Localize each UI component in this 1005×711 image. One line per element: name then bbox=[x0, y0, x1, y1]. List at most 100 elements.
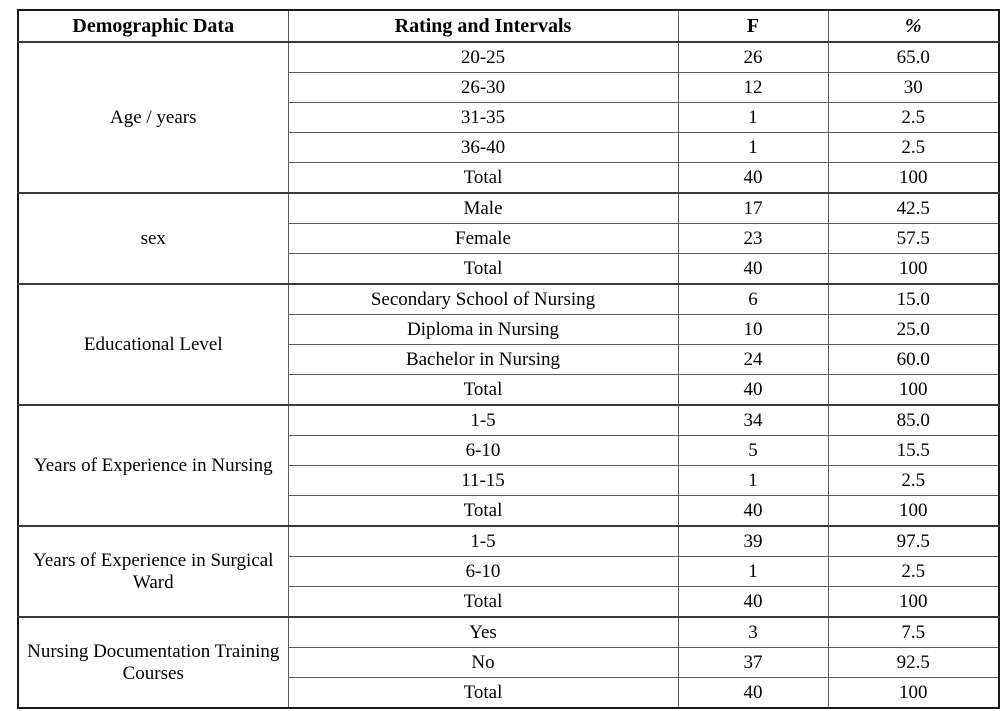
pct-cell: 60.0 bbox=[827, 344, 1000, 375]
interval-cell: Total bbox=[287, 586, 679, 618]
category-cell: Years of Experience in Nursing bbox=[17, 404, 289, 527]
pct-cell: 2.5 bbox=[827, 132, 1000, 163]
pct-cell: 7.5 bbox=[827, 616, 1000, 648]
f-cell: 12 bbox=[677, 72, 829, 103]
pct-cell: 100 bbox=[827, 495, 1000, 527]
f-cell: 40 bbox=[677, 677, 829, 709]
pct-cell: 100 bbox=[827, 162, 1000, 194]
table-row: Years of Experience in Nursing 1-5 34 85… bbox=[17, 404, 1000, 527]
f-cell: 39 bbox=[677, 525, 829, 557]
table-row: Total 40 100 bbox=[18, 253, 1000, 285]
header-demographic-data: Demographic Data bbox=[17, 9, 289, 43]
f-cell: 3 bbox=[677, 616, 829, 648]
header-rating-and-intervals: Rating and Intervals bbox=[287, 9, 679, 43]
table-header-row: Demographic Data Rating and Intervals F … bbox=[17, 9, 1000, 43]
table-row: 11-15 1 2.5 bbox=[18, 465, 1000, 496]
f-cell: 10 bbox=[677, 314, 829, 345]
pct-cell: 97.5 bbox=[827, 525, 1000, 557]
interval-cell: 1-5 bbox=[287, 404, 679, 436]
f-cell: 1 bbox=[677, 465, 829, 496]
table-row: 6-10 1 2.5 bbox=[18, 556, 1000, 587]
group-sex: sex Male 17 42.5 Female 23 57.5 Total 40… bbox=[17, 192, 1000, 285]
f-cell: 23 bbox=[677, 223, 829, 254]
f-cell: 1 bbox=[677, 132, 829, 163]
pct-cell: 15.0 bbox=[827, 283, 1000, 315]
table-row: Total 40 100 bbox=[18, 162, 1000, 194]
interval-cell: 6-10 bbox=[287, 435, 679, 466]
interval-cell: 36-40 bbox=[287, 132, 679, 163]
header-percent: % bbox=[827, 9, 1000, 43]
header-frequency: F bbox=[677, 9, 829, 43]
interval-cell: Total bbox=[287, 253, 679, 285]
table-row: Diploma in Nursing 10 25.0 bbox=[18, 314, 1000, 345]
pct-cell: 42.5 bbox=[827, 192, 1000, 224]
table-row: 31-35 1 2.5 bbox=[18, 102, 1000, 133]
f-cell: 40 bbox=[677, 374, 829, 406]
f-cell: 1 bbox=[677, 102, 829, 133]
interval-cell: 11-15 bbox=[287, 465, 679, 496]
f-cell: 5 bbox=[677, 435, 829, 466]
interval-cell: 6-10 bbox=[287, 556, 679, 587]
interval-cell: Total bbox=[287, 495, 679, 527]
f-cell: 24 bbox=[677, 344, 829, 375]
table-row: 36-40 1 2.5 bbox=[18, 132, 1000, 163]
pct-cell: 57.5 bbox=[827, 223, 1000, 254]
table-row: No 37 92.5 bbox=[18, 647, 1000, 678]
table-row: Age / years 20-25 26 65.0 bbox=[17, 41, 1000, 194]
f-cell: 1 bbox=[677, 556, 829, 587]
f-cell: 40 bbox=[677, 586, 829, 618]
interval-cell: Total bbox=[287, 677, 679, 709]
pct-cell: 2.5 bbox=[827, 556, 1000, 587]
table-row: Years of Experience in Surgical Ward 1-5… bbox=[17, 525, 1000, 618]
group-experience-surgical-ward: Years of Experience in Surgical Ward 1-5… bbox=[17, 525, 1000, 618]
f-cell: 40 bbox=[677, 162, 829, 194]
interval-cell: Secondary School of Nursing bbox=[287, 283, 679, 315]
category-cell: Nursing Documentation Training Courses bbox=[17, 616, 289, 709]
category-cell: sex bbox=[17, 192, 289, 285]
interval-cell: Female bbox=[287, 223, 679, 254]
table-row: 26-30 12 30 bbox=[18, 72, 1000, 103]
pct-cell: 25.0 bbox=[827, 314, 1000, 345]
f-cell: 34 bbox=[677, 404, 829, 436]
table-row: Educational Level Secondary School of Nu… bbox=[17, 283, 1000, 406]
table-row: Nursing Documentation Training Courses Y… bbox=[17, 616, 1000, 709]
group-age: Age / years 20-25 26 65.0 26-30 12 30 31… bbox=[17, 41, 1000, 194]
demographics-table: Demographic Data Rating and Intervals F … bbox=[17, 9, 1000, 709]
f-cell: 40 bbox=[677, 253, 829, 285]
table-row: Total 40 100 bbox=[18, 677, 1000, 709]
f-cell: 40 bbox=[677, 495, 829, 527]
pct-cell: 85.0 bbox=[827, 404, 1000, 436]
interval-cell: 20-25 bbox=[287, 41, 679, 73]
table-row: Female 23 57.5 bbox=[18, 223, 1000, 254]
pct-cell: 15.5 bbox=[827, 435, 1000, 466]
f-cell: 26 bbox=[677, 41, 829, 73]
interval-cell: Total bbox=[287, 162, 679, 194]
pct-cell: 100 bbox=[827, 586, 1000, 618]
table-row: Bachelor in Nursing 24 60.0 bbox=[18, 344, 1000, 375]
f-cell: 6 bbox=[677, 283, 829, 315]
category-cell: Age / years bbox=[17, 41, 289, 194]
interval-cell: No bbox=[287, 647, 679, 678]
category-cell: Years of Experience in Surgical Ward bbox=[17, 525, 289, 618]
interval-cell: Total bbox=[287, 374, 679, 406]
pct-cell: 100 bbox=[827, 677, 1000, 709]
table-row: Total 40 100 bbox=[18, 495, 1000, 527]
interval-cell: 1-5 bbox=[287, 525, 679, 557]
pct-cell: 92.5 bbox=[827, 647, 1000, 678]
group-experience-nursing: Years of Experience in Nursing 1-5 34 85… bbox=[17, 404, 1000, 527]
pct-cell: 100 bbox=[827, 374, 1000, 406]
f-cell: 17 bbox=[677, 192, 829, 224]
pct-cell: 100 bbox=[827, 253, 1000, 285]
interval-cell: Bachelor in Nursing bbox=[287, 344, 679, 375]
interval-cell: 26-30 bbox=[287, 72, 679, 103]
interval-cell: Yes bbox=[287, 616, 679, 648]
interval-cell: 31-35 bbox=[287, 102, 679, 133]
pct-cell: 2.5 bbox=[827, 465, 1000, 496]
pct-cell: 30 bbox=[827, 72, 1000, 103]
pct-cell: 2.5 bbox=[827, 102, 1000, 133]
f-cell: 37 bbox=[677, 647, 829, 678]
category-cell: Educational Level bbox=[17, 283, 289, 406]
group-documentation-training: Nursing Documentation Training Courses Y… bbox=[17, 616, 1000, 709]
interval-cell: Diploma in Nursing bbox=[287, 314, 679, 345]
interval-cell: Male bbox=[287, 192, 679, 224]
